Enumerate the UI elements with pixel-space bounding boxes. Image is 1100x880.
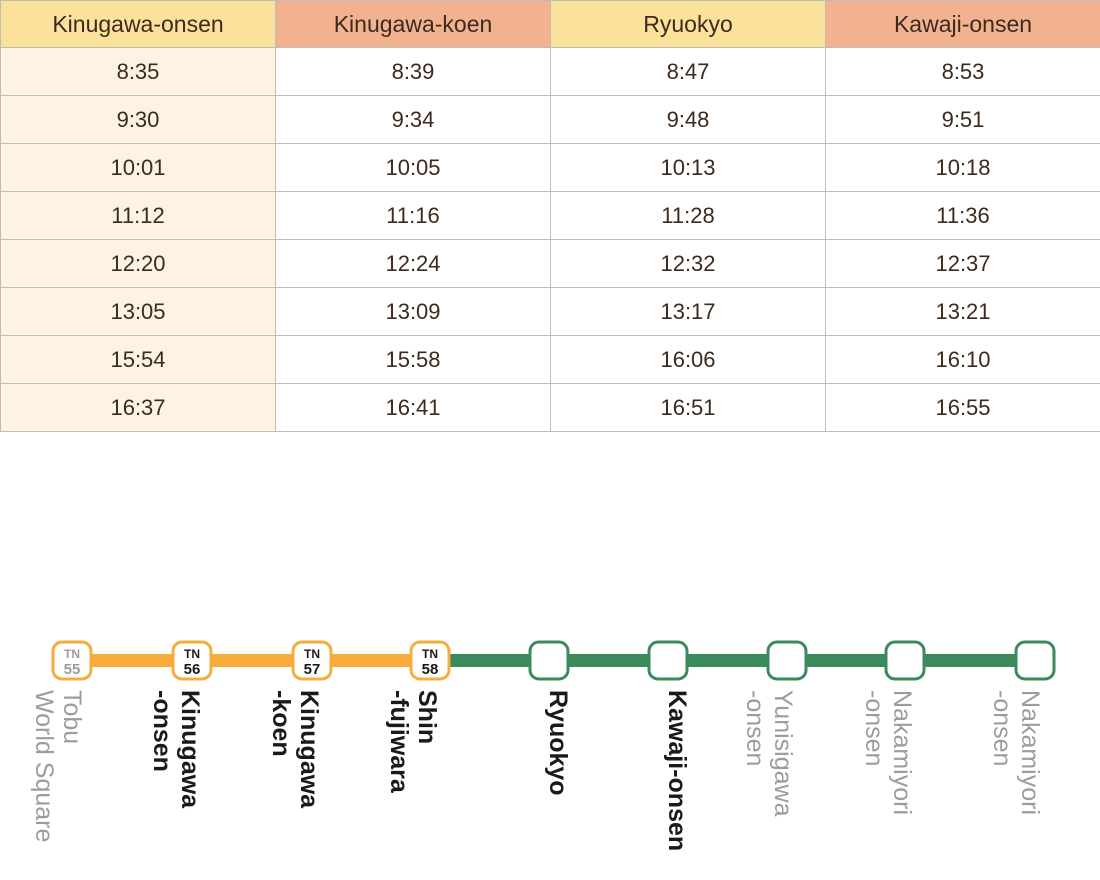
time-cell: 11:36 [825,191,1100,240]
table-row: 16:37 16:41 16:51 16:55 [0,383,1100,432]
header-kinugawa-koen: Kinugawa-koen [275,0,551,48]
station-name-nakamiyori-onsen: Nakamiyori -onsen [860,690,916,875]
station-marker-tn56: TN 56 [171,640,213,681]
time-cell: 16:37 [0,383,276,432]
station-name-nakamiyori-onsen-2: Nakamiyori -onsen [988,690,1044,875]
time-cell: 11:16 [275,191,551,240]
station-name-line: Nakamiyori [888,690,916,816]
station-name-line: -onsen [148,690,176,772]
station-name-kinugawa-onsen: Kinugawa -onsen [148,690,204,875]
station-marker-tn58: TN 58 [409,640,451,681]
station-marker-tn55: TN 55 [51,640,93,681]
time-cell: 8:35 [0,47,276,96]
station-marker-yunisigawa-onsen [766,640,808,681]
station-name-line: -fujiwara [385,690,413,793]
time-cell: 16:55 [825,383,1100,432]
station-code-prefix: TN [422,647,438,661]
time-cell: 10:01 [0,143,276,192]
timetable: Kinugawa-onsen Kinugawa-koen Ryuokyo Kaw… [0,0,1100,432]
station-name-line: World Square [30,690,58,843]
tobu-line-segment [70,654,435,667]
station-code-number: 55 [64,661,81,678]
table-row: 15:54 15:58 16:06 16:10 [0,335,1100,384]
station-name-line: Kinugawa [295,690,323,809]
time-cell: 8:39 [275,47,551,96]
time-cell: 15:58 [275,335,551,384]
station-name-line: Kinugawa [176,690,204,809]
table-row: 9:30 9:34 9:48 9:51 [0,95,1100,144]
time-cell: 9:34 [275,95,551,144]
station-name-tobu-world-square: Tobu World Square [30,690,86,875]
station-name-line: Shin [413,690,441,745]
time-cell: 9:51 [825,95,1100,144]
time-cell: 16:06 [550,335,826,384]
station-name-line: -koen [267,690,295,757]
table-row: 8:35 8:39 8:47 8:53 [0,47,1100,96]
station-name-line: Nakamiyori [1016,690,1044,816]
station-code-number: 56 [184,661,201,678]
time-cell: 11:28 [550,191,826,240]
station-code-number: 58 [422,661,439,678]
time-cell: 12:20 [0,239,276,288]
time-cell: 12:32 [550,239,826,288]
time-cell: 8:47 [550,47,826,96]
time-cell: 10:18 [825,143,1100,192]
header-ryuokyo: Ryuokyo [550,0,826,48]
timetable-header-row: Kinugawa-onsen Kinugawa-koen Ryuokyo Kaw… [0,0,1100,48]
station-name-line: -onsen [860,690,888,767]
time-cell: 16:51 [550,383,826,432]
station-code-prefix: TN [304,647,320,661]
time-cell: 10:05 [275,143,551,192]
table-row: 12:20 12:24 12:32 12:37 [0,239,1100,288]
station-name-line: Tobu [58,690,86,745]
time-cell: 16:41 [275,383,551,432]
station-name-line: -onsen [741,690,769,767]
yagan-line-segment [433,654,1038,667]
time-cell: 13:09 [275,287,551,336]
route-line-diagram: TN 55 TN 56 TN 57 TN 58 [51,640,1056,681]
time-cell: 15:54 [0,335,276,384]
time-cell: 11:12 [0,191,276,240]
station-name-shin-fujiwara: Shin -fujiwara [385,690,441,875]
table-row: 13:05 13:09 13:17 13:21 [0,287,1100,336]
header-kinugawa-onsen: Kinugawa-onsen [0,0,276,48]
table-row: 11:12 11:16 11:28 11:36 [0,191,1100,240]
header-kawaji-onsen: Kawaji-onsen [825,0,1100,48]
station-name-kawaji-onsen: Kawaji-onsen [651,690,691,875]
time-cell: 10:13 [550,143,826,192]
time-cell: 9:48 [550,95,826,144]
time-cell: 12:37 [825,239,1100,288]
station-marker-nakamiyori-onsen [884,640,926,681]
time-cell: 12:24 [275,239,551,288]
station-name-line: Yunisigawa [769,690,797,817]
table-row: 10:01 10:05 10:13 10:18 [0,143,1100,192]
time-cell: 16:10 [825,335,1100,384]
time-cell: 9:30 [0,95,276,144]
station-marker-tn57: TN 57 [291,640,333,681]
station-name-yunisigawa-onsen: Yunisigawa -onsen [741,690,797,875]
station-name-kinugawa-koen: Kinugawa -koen [267,690,323,875]
time-cell: 13:21 [825,287,1100,336]
time-cell: 8:53 [825,47,1100,96]
station-marker-ryuokyo [528,640,570,681]
station-name-line: -onsen [988,690,1016,767]
time-cell: 13:17 [550,287,826,336]
station-name-line: Ryuokyo [544,690,572,796]
station-marker-nakamiyori-onsen-2 [1014,640,1056,681]
station-code-prefix: TN [184,647,200,661]
station-name-line: Kawaji-onsen [663,690,691,852]
time-cell: 13:05 [0,287,276,336]
station-marker-kawaji-onsen [647,640,689,681]
station-code-number: 57 [304,661,321,678]
station-name-ryuokyo: Ryuokyo [532,690,572,875]
station-code-prefix: TN [64,647,80,661]
